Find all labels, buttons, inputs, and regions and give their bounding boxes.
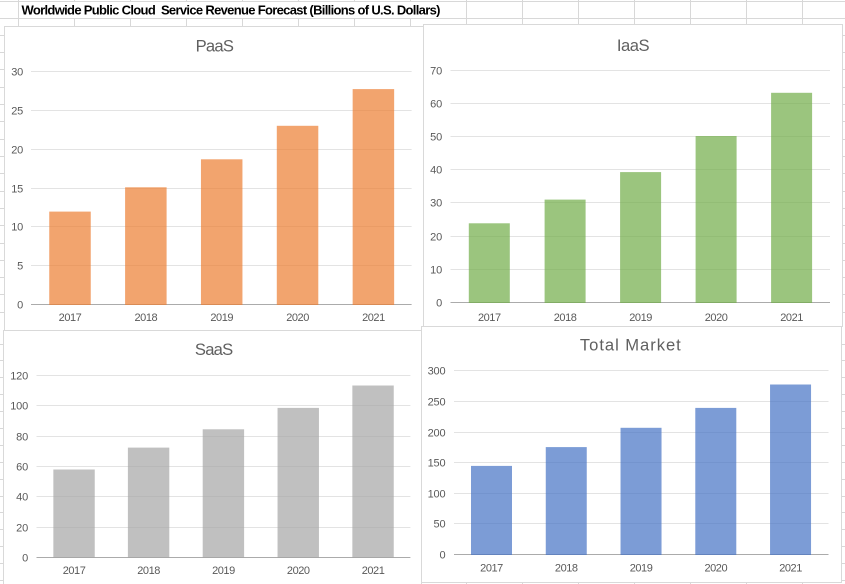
svg-text:0: 0 <box>436 298 442 310</box>
svg-text:40: 40 <box>430 165 442 177</box>
svg-text:0: 0 <box>22 553 28 565</box>
svg-text:PaaS: PaaS <box>196 37 234 56</box>
svg-text:2018: 2018 <box>135 312 158 324</box>
svg-text:50: 50 <box>434 519 446 531</box>
svg-text:100: 100 <box>10 401 28 413</box>
svg-text:50: 50 <box>430 132 442 144</box>
svg-text:2017: 2017 <box>59 312 82 324</box>
svg-text:2019: 2019 <box>212 565 235 577</box>
svg-text:2018: 2018 <box>554 312 577 324</box>
svg-text:70: 70 <box>430 66 442 78</box>
svg-text:120: 120 <box>10 371 28 383</box>
svg-text:2018: 2018 <box>555 563 578 575</box>
svg-text:80: 80 <box>16 432 28 444</box>
svg-text:0: 0 <box>17 300 23 312</box>
svg-text:2020: 2020 <box>704 563 727 575</box>
svg-text:2021: 2021 <box>362 565 385 577</box>
svg-text:SaaS: SaaS <box>195 340 233 359</box>
svg-text:10: 10 <box>430 265 442 277</box>
svg-text:30: 30 <box>430 198 442 210</box>
svg-text:2017: 2017 <box>478 312 501 324</box>
svg-text:2019: 2019 <box>629 312 652 324</box>
svg-text:150: 150 <box>428 458 446 470</box>
svg-text:300: 300 <box>428 366 446 378</box>
svg-text:2020: 2020 <box>705 312 728 324</box>
svg-text:250: 250 <box>428 397 446 409</box>
svg-text:5: 5 <box>17 261 23 273</box>
svg-text:30: 30 <box>11 67 23 79</box>
svg-text:2017: 2017 <box>480 563 503 575</box>
svg-text:60: 60 <box>430 99 442 111</box>
svg-text:20: 20 <box>11 145 23 157</box>
svg-text:2019: 2019 <box>210 312 233 324</box>
svg-text:200: 200 <box>428 428 446 440</box>
svg-text:60: 60 <box>16 462 28 474</box>
svg-text:0: 0 <box>439 550 445 562</box>
svg-text:40: 40 <box>16 492 28 504</box>
svg-text:2020: 2020 <box>287 565 310 577</box>
svg-text:2021: 2021 <box>779 563 802 575</box>
svg-text:20: 20 <box>430 232 442 244</box>
svg-text:IaaS: IaaS <box>617 36 650 55</box>
svg-text:100: 100 <box>428 489 446 501</box>
svg-text:2018: 2018 <box>137 565 160 577</box>
svg-text:2021: 2021 <box>780 312 803 324</box>
svg-text:2020: 2020 <box>286 312 309 324</box>
svg-text:25: 25 <box>11 106 23 118</box>
svg-text:2019: 2019 <box>630 563 653 575</box>
svg-text:2017: 2017 <box>63 565 86 577</box>
svg-text:10: 10 <box>11 222 23 234</box>
svg-text:2021: 2021 <box>362 312 385 324</box>
svg-text:Total Market: Total Market <box>580 336 682 355</box>
svg-text:Worldwide Public Cloud Servic: Worldwide Public Cloud Service Revenue F… <box>22 2 441 17</box>
svg-text:15: 15 <box>11 184 23 196</box>
svg-text:20: 20 <box>16 523 28 535</box>
